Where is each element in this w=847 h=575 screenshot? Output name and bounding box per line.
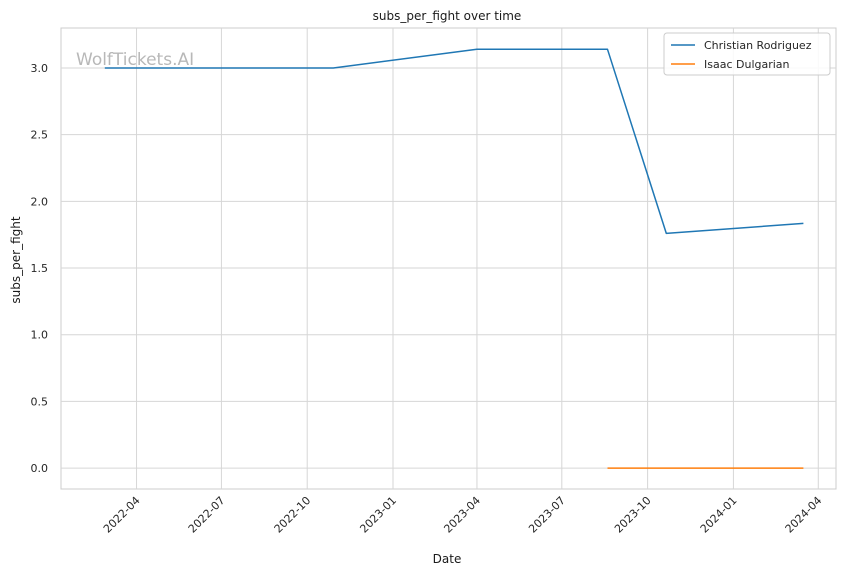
y-axis-ticks: 0.0 0.5 1.0 1.5 2.0 2.5 3.0 <box>31 62 49 475</box>
y-tick-label: 1.0 <box>31 329 49 342</box>
y-tick-label: 3.0 <box>31 62 49 75</box>
x-tick-label: 2022-04 <box>101 494 143 536</box>
legend-box <box>663 32 831 76</box>
y-tick-label: 2.5 <box>31 129 49 142</box>
x-tick-label: 2023-01 <box>357 494 399 536</box>
series-lines <box>104 48 804 469</box>
y-tick-label: 0.5 <box>31 395 49 408</box>
y-axis-title: subs_per_fight <box>9 216 23 303</box>
plot-background <box>60 27 837 490</box>
x-axis-title: Date <box>433 552 462 566</box>
x-tick-label: 2022-07 <box>186 494 228 536</box>
x-axis-ticks: 2022-04 2022-07 2022-10 2023-01 2023-04 2023-… <box>101 494 824 536</box>
x-gridlines <box>136 28 819 489</box>
y-tick-label: 1.5 <box>31 262 49 275</box>
legend-label-isaac-dulgarian: Isaac Dulgarian <box>704 58 790 71</box>
x-tick-label: 2023-10 <box>612 494 654 536</box>
x-tick-label: 2023-04 <box>441 494 483 536</box>
legend-label-christian-rodriguez: Christian Rodriguez <box>704 39 812 52</box>
series-line-christian-rodriguez <box>104 48 804 235</box>
y-tick-label: 2.0 <box>31 195 49 208</box>
x-tick-label: 2024-01 <box>698 494 740 536</box>
x-tick-label: 2023-07 <box>526 494 568 536</box>
legend: Christian Rodriguez Isaac Dulgarian <box>663 32 831 76</box>
x-tick-label: 2022-10 <box>272 494 314 536</box>
y-tick-label: 0.0 <box>31 462 49 475</box>
plot-area: WolfTickets.AI <box>60 27 837 490</box>
chart-title: subs_per_fight over time <box>373 9 522 23</box>
watermark: WolfTickets.AI <box>76 50 194 70</box>
x-tick-label: 2024-04 <box>783 494 825 536</box>
